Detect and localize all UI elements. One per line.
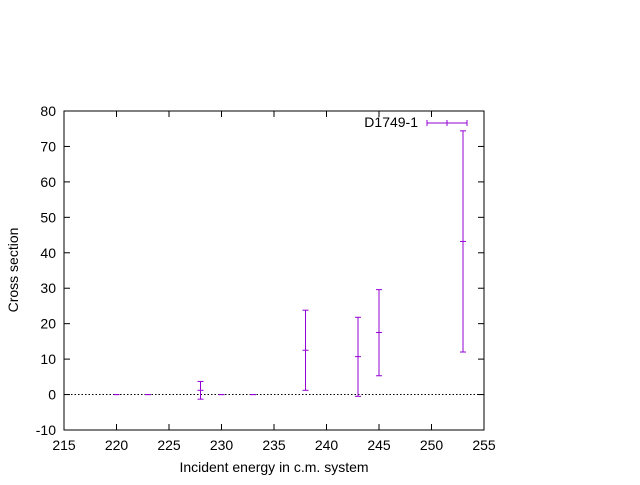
x-axis-label: Incident energy in c.m. system — [179, 459, 368, 475]
legend-sample — [426, 120, 468, 126]
x-tick-label: 230 — [210, 437, 234, 453]
plot-frame — [63, 110, 485, 431]
data-point — [302, 309, 309, 391]
y-axis-label: Cross section — [5, 228, 21, 313]
x-tick-label: 240 — [315, 437, 339, 453]
y-tick-label: 70 — [40, 138, 56, 154]
y-tick-label: 60 — [40, 174, 56, 190]
y-tick-label: 10 — [40, 351, 56, 367]
y-tick-label: -10 — [36, 422, 56, 438]
x-tick-label: 220 — [105, 437, 129, 453]
y-tick-label: 80 — [40, 103, 56, 119]
y-tick-label: 50 — [40, 209, 56, 225]
ticks-layer: 215 220 225 230 235 240 245 250 255 -10 0 10 20 30 40 5… — [36, 103, 496, 453]
y-tick-label: 0 — [48, 387, 56, 403]
legend: D1749-1 — [364, 114, 468, 130]
data-point — [376, 289, 382, 377]
y-tick-label: 40 — [40, 245, 56, 261]
data-point — [355, 316, 361, 397]
data-point — [197, 380, 204, 400]
x-tick-label: 250 — [420, 437, 444, 453]
y-tick-label: 30 — [40, 280, 56, 296]
x-tick-label: 245 — [367, 437, 391, 453]
x-tick-label: 255 — [472, 437, 496, 453]
x-tick-label: 225 — [157, 437, 181, 453]
data-point — [460, 130, 466, 353]
x-tick-label: 215 — [52, 437, 76, 453]
legend-label: D1749-1 — [364, 114, 418, 130]
y-tick-label: 20 — [40, 316, 56, 332]
labels-layer: Incident energy in c.m. system Cross sec… — [5, 228, 369, 475]
series-layer — [113, 130, 466, 400]
x-tick-label: 235 — [262, 437, 286, 453]
